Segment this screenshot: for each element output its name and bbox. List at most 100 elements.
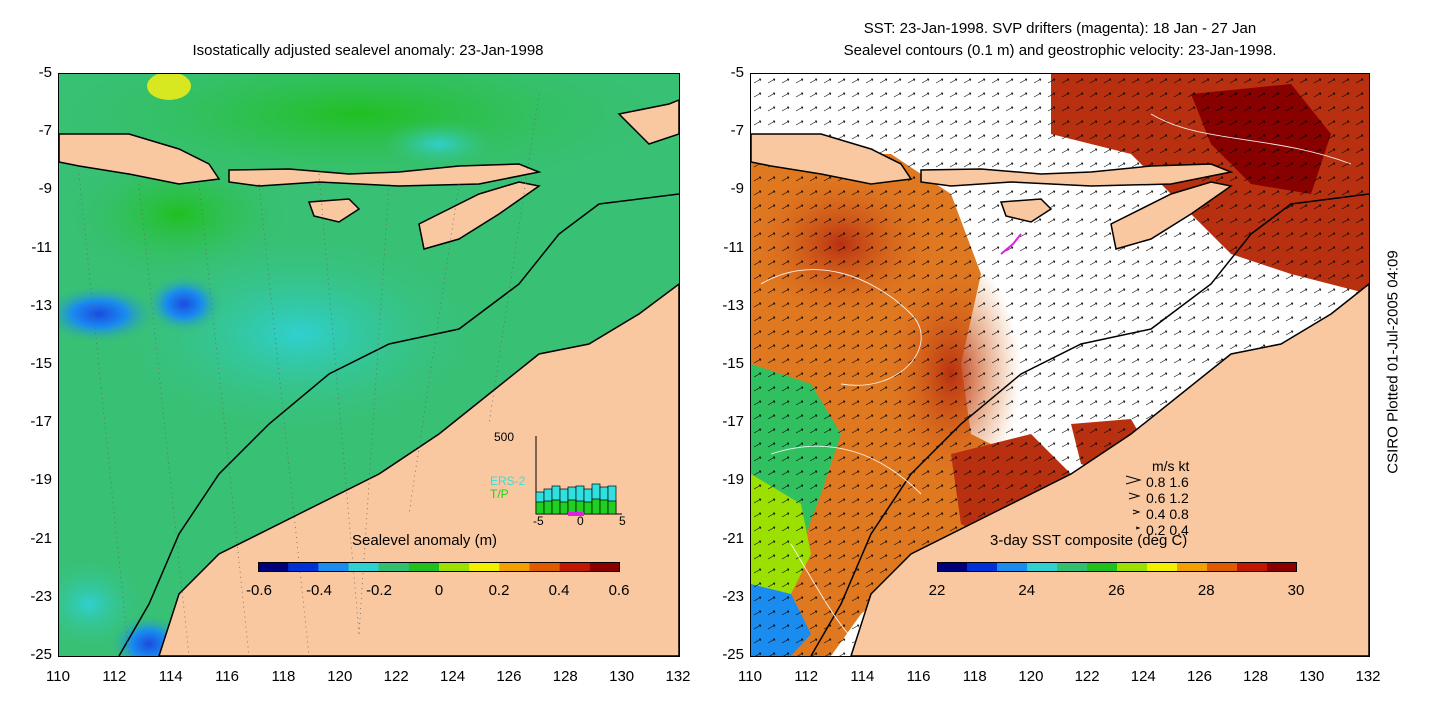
- right-longitude-tick: 116: [906, 668, 931, 685]
- histogram-xtick: 5: [619, 514, 626, 528]
- left-latitude-tick: -15: [30, 355, 52, 372]
- colorbar-segment: [589, 562, 620, 572]
- right-map-title-line2: Sealevel contours (0.1 m) and geostrophi…: [843, 42, 1277, 59]
- sealevel-colorbar-tick: 0.6: [608, 582, 630, 599]
- right-latitude-tick: -9: [730, 180, 744, 198]
- left-longitude-tick: 110: [46, 668, 70, 685]
- sst-field: [751, 74, 1369, 656]
- right-longitude-tick: 110: [738, 668, 762, 685]
- right-latitude-tick: -7: [730, 122, 744, 140]
- histogram-xtick: 0: [577, 514, 584, 528]
- sealevel-colorbar-label: Sealevel anomaly (m): [352, 532, 498, 549]
- right-longitude-tick: 124: [1130, 668, 1156, 685]
- right-longitude-tick: 120: [1018, 668, 1044, 685]
- velocity-legend-row: 0.6 1.2: [1146, 490, 1189, 506]
- left-longitude-tick: 120: [327, 668, 353, 685]
- right-latitude-tick: -21: [722, 529, 744, 547]
- colorbar-segment: [348, 562, 380, 572]
- sealevel-colorbar-tick: -0.4: [306, 582, 332, 599]
- right-longitude-tick: 128: [1243, 668, 1269, 685]
- sealevel-colorbar: [258, 562, 620, 572]
- sealevel-colorbar-tick: 0.2: [488, 582, 510, 599]
- left-longitude-tick: 132: [665, 668, 691, 685]
- histogram-xtick: -5: [533, 514, 544, 528]
- track-count-histogram: [535, 436, 622, 516]
- colorbar-segment: [1087, 562, 1118, 572]
- left-latitude-tick: -7: [38, 122, 52, 140]
- colorbar-segment: [937, 562, 968, 572]
- right-latitude-tick: -5: [730, 64, 744, 81]
- colorbar-segment: [408, 562, 440, 572]
- colorbar-segment: [1207, 562, 1238, 572]
- left-longitude-tick: 130: [609, 668, 635, 685]
- velocity-legend-arrows: [1125, 475, 1142, 530]
- right-latitude-tick: -13: [722, 296, 744, 314]
- colorbar-segment: [288, 562, 319, 572]
- left-longitude-tick: 116: [215, 668, 240, 685]
- sst-colorbar-tick: 30: [1287, 582, 1305, 599]
- right-latitude-tick: -19: [722, 471, 744, 489]
- left-longitude-tick: 118: [271, 668, 296, 685]
- sealevel-colorbar-tick: -0.6: [246, 582, 272, 599]
- right-map-title-line1: SST: 23-Jan-1998. SVP drifters (magenta)…: [863, 20, 1257, 37]
- velocity-legend-row: 0.4 0.8: [1146, 506, 1189, 522]
- left-latitude-tick: -19: [30, 471, 52, 489]
- colorbar-segment: [559, 562, 591, 572]
- colorbar-segment: [1147, 562, 1178, 572]
- colorbar-segment: [439, 562, 470, 572]
- left-latitude-tick: -21: [30, 529, 52, 547]
- right-longitude-tick: 112: [794, 668, 819, 685]
- right-latitude-tick: -17: [722, 413, 744, 431]
- colorbar-segment: [529, 562, 561, 572]
- left-latitude-tick: -9: [38, 180, 52, 198]
- colorbar-segment: [997, 562, 1028, 572]
- colorbar-segment: [967, 562, 998, 572]
- left-map-title: Isostatically adjusted sealevel anomaly:…: [192, 42, 544, 59]
- left-latitude-tick: -17: [30, 413, 52, 431]
- colorbar-segment: [1237, 562, 1268, 572]
- left-longitude-tick: 114: [158, 668, 183, 685]
- right-latitude-tick: -23: [722, 587, 744, 605]
- right-longitude-tick: 132: [1355, 668, 1381, 685]
- left-longitude-tick: 124: [440, 668, 466, 685]
- colorbar-segment: [1027, 562, 1058, 572]
- left-longitude-tick: 128: [552, 668, 578, 685]
- colorbar-segment: [258, 562, 289, 572]
- ers2-label: ERS-2: [490, 474, 526, 488]
- sealevel-colorbar-tick: 0: [434, 582, 444, 599]
- colorbar-segment: [499, 562, 530, 572]
- sealevel-colorbar-tick: -0.2: [366, 582, 392, 599]
- colorbar-segment: [1057, 562, 1088, 572]
- sst-colorbar-tick: 28: [1197, 582, 1215, 599]
- plot-timestamp: CSIRO Plotted 01-Jul-2005 04:09: [1384, 250, 1402, 474]
- sst-colorbar-label: 3-day SST composite (deg C): [990, 532, 1188, 549]
- histogram-ymax-label: 500: [494, 430, 515, 444]
- right-latitude-tick: -25: [722, 646, 744, 663]
- colorbar-segment: [1267, 562, 1297, 572]
- sst-colorbar-tick: 22: [928, 582, 946, 599]
- left-latitude-tick: -5: [38, 64, 52, 81]
- colorbar-segment: [469, 562, 500, 572]
- colorbar-segment: [1177, 562, 1208, 572]
- colorbar-segment: [378, 562, 410, 572]
- left-latitude-tick: -25: [30, 646, 52, 663]
- sealevel-colorbar-tick: 0.4: [548, 582, 570, 599]
- velocity-legend-row: 0.8 1.6: [1146, 474, 1189, 490]
- left-latitude-tick: -11: [31, 238, 52, 256]
- right-longitude-tick: 130: [1299, 668, 1325, 685]
- right-longitude-tick: 122: [1074, 668, 1100, 685]
- left-longitude-tick: 112: [102, 668, 127, 685]
- velocity-legend-row: 0.2 0.4: [1146, 522, 1189, 538]
- left-latitude-tick: -13: [30, 296, 52, 314]
- sst-colorbar-tick: 26: [1108, 582, 1125, 599]
- right-longitude-tick: 126: [1186, 668, 1212, 685]
- sst-colorbar-tick: 24: [1018, 582, 1036, 599]
- colorbar-segment: [1117, 562, 1148, 572]
- velocity-legend-header: m/s kt: [1152, 458, 1190, 474]
- tp-label: T/P: [490, 487, 509, 501]
- left-longitude-tick: 126: [496, 668, 522, 685]
- right-longitude-tick: 118: [962, 668, 987, 685]
- colorbar-segment: [318, 562, 349, 572]
- right-longitude-tick: 114: [850, 668, 875, 685]
- sst-colorbar: [937, 562, 1297, 572]
